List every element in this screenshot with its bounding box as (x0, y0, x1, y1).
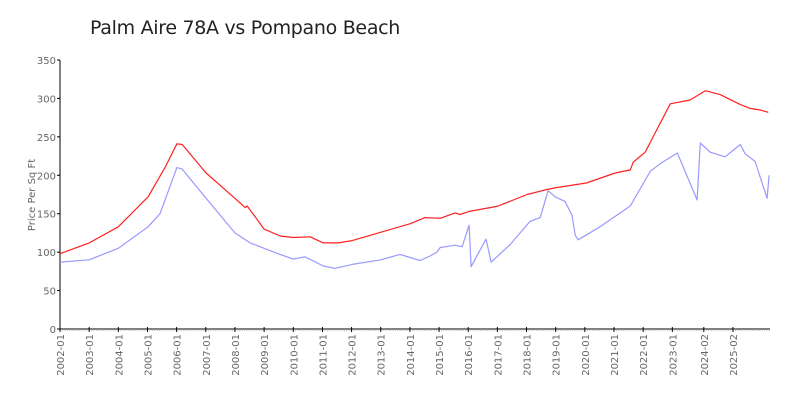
x-tick-label: 2010-01 (289, 334, 300, 376)
x-tick-label: 2013-01 (377, 334, 388, 376)
x-tick-label: 2002-01 (56, 334, 67, 376)
x-tick-label: 2009-01 (260, 334, 271, 376)
x-tick-label: 2014-01 (406, 334, 417, 376)
x-tick-label: 2023-01 (668, 334, 679, 376)
x-tick-label: 2022-01 (639, 334, 650, 376)
y-tick-label: 200 (37, 171, 56, 182)
x-tick-label: 2007-01 (202, 334, 213, 376)
x-tick-label: 2004-01 (114, 334, 125, 376)
y-tick-label: 0 (50, 325, 56, 336)
series-line-2 (59, 142, 770, 269)
chart-title: Palm Aire 78A vs Pompano Beach (90, 17, 401, 39)
x-tick-label: 2012-01 (348, 334, 359, 376)
x-tick-label: 2005-01 (143, 334, 154, 376)
y-tick-label: 250 (37, 133, 56, 144)
x-tick-label: 2021-01 (610, 334, 621, 376)
x-tick-label: 2011-01 (318, 334, 329, 376)
x-tick-label: 2019-01 (552, 334, 563, 376)
x-tick-label: 2020-01 (581, 334, 592, 376)
y-tick-label: 300 (37, 94, 56, 105)
x-tick-label: 2025-02 (729, 334, 740, 376)
x-tick-label: 2017-01 (493, 334, 504, 376)
series-line-1 (59, 90, 769, 255)
axes: 0 50 100 150 200 250 300 350 2002-01 2003-01 2004-… (37, 56, 770, 376)
series-lines (59, 90, 770, 269)
x-tick-label: 2006-01 (173, 334, 184, 376)
y-tick-label: 150 (37, 210, 56, 221)
x-tick-label: 2008-01 (231, 334, 242, 376)
x-tick-label: 2003-01 (85, 334, 96, 376)
x-tick-label: 2024-02 (700, 334, 711, 376)
y-axis-label: Price Per Sq Ft (27, 159, 38, 231)
x-tick-label: 2016-01 (464, 334, 475, 376)
y-tick-label: 100 (37, 248, 56, 259)
x-tick-label: 2018-01 (523, 334, 534, 376)
y-tick-label: 50 (43, 287, 56, 298)
x-tick-label: 2015-01 (435, 334, 446, 376)
y-tick-label: 350 (37, 56, 56, 67)
